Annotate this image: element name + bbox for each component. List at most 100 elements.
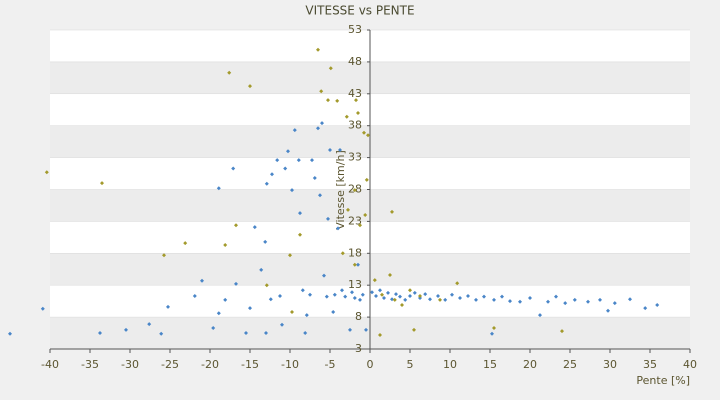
- data-point: [290, 309, 294, 314]
- data-point: [147, 322, 152, 327]
- data-point: [492, 297, 496, 302]
- data-point: [490, 331, 494, 336]
- data-point: [310, 158, 314, 163]
- data-point: [344, 114, 349, 119]
- data-point: [560, 329, 564, 334]
- data-point: [227, 70, 232, 75]
- data-point: [286, 149, 290, 154]
- data-point: [326, 98, 330, 103]
- data-point: [216, 186, 221, 191]
- data-point: [100, 181, 104, 186]
- data-point: [192, 294, 197, 299]
- data-point: [366, 133, 370, 138]
- data-point: [264, 181, 269, 186]
- data-point: [398, 294, 402, 299]
- data-point: [234, 223, 238, 228]
- data-point: [231, 166, 236, 171]
- data-point: [360, 292, 365, 297]
- data-point: [268, 297, 273, 302]
- data-point: [482, 294, 486, 299]
- data-point: [350, 290, 354, 295]
- data-point: [244, 331, 248, 336]
- x-tick-label: -10: [281, 358, 299, 371]
- data-point: [374, 294, 378, 299]
- data-point: [458, 295, 462, 300]
- data-point: [546, 299, 550, 304]
- data-point: [283, 166, 288, 171]
- data-point: [296, 158, 301, 163]
- data-point: [8, 331, 12, 336]
- data-point: [162, 253, 166, 258]
- data-point: [328, 147, 332, 152]
- data-point: [263, 239, 268, 244]
- data-point: [308, 292, 312, 297]
- data-point: [403, 297, 408, 302]
- data-point: [338, 147, 342, 152]
- data-point: [518, 299, 522, 304]
- plot-area: [49, 29, 691, 353]
- data-point: [290, 188, 294, 193]
- data-point: [159, 331, 164, 336]
- data-point: [538, 313, 542, 318]
- data-point: [200, 278, 204, 283]
- data-point: [280, 322, 284, 327]
- data-point: [554, 294, 558, 299]
- y-tick-label: 48: [348, 55, 362, 68]
- data-point: [655, 302, 660, 307]
- data-point: [40, 306, 45, 311]
- data-point: [275, 158, 280, 163]
- data-point: [324, 294, 329, 299]
- data-point: [455, 281, 460, 286]
- y-tick-label: 3: [355, 342, 362, 355]
- data-point: [380, 292, 384, 297]
- data-point: [211, 325, 216, 330]
- data-point: [412, 327, 416, 332]
- data-point: [318, 193, 322, 198]
- x-tick-label: -30: [121, 358, 139, 371]
- data-point: [248, 306, 252, 311]
- data-point: [335, 98, 340, 103]
- data-point: [563, 301, 568, 306]
- data-point: [336, 226, 340, 231]
- data-point: [386, 290, 390, 295]
- data-point: [606, 308, 610, 313]
- data-point: [322, 273, 326, 278]
- x-tick-label: 40: [683, 358, 697, 371]
- y-tick-label: 53: [348, 23, 362, 36]
- y-axis-title: Vitesse [km/h]: [334, 150, 347, 230]
- data-point: [278, 294, 282, 299]
- data-point: [44, 170, 49, 175]
- data-point: [400, 302, 404, 307]
- data-point: [343, 294, 348, 299]
- x-tick-label: 15: [483, 358, 497, 371]
- x-tick-label: -40: [41, 358, 59, 371]
- data-point: [372, 278, 377, 283]
- data-point: [346, 207, 350, 212]
- x-tick-label: -35: [81, 358, 99, 371]
- data-point: [466, 294, 470, 299]
- data-point: [378, 332, 382, 337]
- data-point: [628, 297, 632, 302]
- x-tick-label: -20: [201, 358, 219, 371]
- data-point: [612, 301, 617, 306]
- y-tick-label: 23: [348, 214, 362, 227]
- data-point: [352, 188, 357, 193]
- data-point: [378, 288, 382, 293]
- data-point: [319, 89, 324, 94]
- data-point: [643, 306, 648, 311]
- data-point: [300, 288, 305, 293]
- data-point: [298, 232, 302, 237]
- data-point: [312, 176, 317, 181]
- x-tick-label: -25: [161, 358, 179, 371]
- data-point: [216, 311, 221, 316]
- data-point: [316, 47, 320, 52]
- x-tick-label: 20: [523, 358, 537, 371]
- x-tick-label: 5: [407, 358, 414, 371]
- data-point: [264, 331, 268, 336]
- data-point: [428, 297, 432, 302]
- data-point: [259, 267, 264, 272]
- data-point: [363, 213, 368, 218]
- data-point: [388, 272, 392, 277]
- data-point: [390, 209, 394, 214]
- data-point: [500, 294, 504, 299]
